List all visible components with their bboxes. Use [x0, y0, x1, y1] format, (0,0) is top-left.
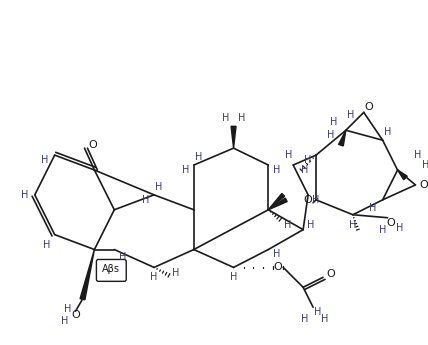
Text: H: H [21, 190, 29, 200]
Text: H: H [422, 160, 428, 170]
Text: O: O [273, 263, 282, 273]
Polygon shape [339, 130, 346, 146]
Text: O: O [419, 180, 428, 190]
Polygon shape [231, 126, 236, 148]
Text: H: H [304, 155, 312, 165]
Text: H: H [347, 110, 354, 120]
Text: H: H [143, 195, 150, 205]
Text: H: H [64, 304, 71, 314]
Text: H: H [283, 220, 291, 230]
Text: H: H [414, 150, 421, 160]
Text: H: H [222, 114, 229, 123]
Text: H: H [285, 150, 292, 160]
Text: H: H [379, 225, 386, 235]
Text: O: O [71, 310, 80, 320]
Text: H: H [330, 117, 338, 127]
Text: H: H [155, 182, 163, 192]
Text: O: O [304, 195, 312, 205]
Text: H: H [119, 253, 126, 263]
Text: H: H [61, 316, 68, 326]
Polygon shape [80, 249, 95, 300]
Text: O: O [88, 140, 97, 150]
Polygon shape [398, 170, 407, 180]
Text: H: H [230, 272, 237, 282]
Text: H: H [273, 165, 280, 175]
Text: H: H [349, 220, 357, 230]
FancyBboxPatch shape [96, 259, 126, 281]
Text: O: O [386, 218, 395, 228]
Text: O: O [364, 102, 373, 112]
Text: H: H [150, 272, 158, 282]
Text: H: H [238, 114, 245, 123]
Text: H: H [195, 152, 202, 162]
Text: H: H [273, 249, 280, 259]
Text: H: H [182, 165, 190, 175]
Text: O: O [327, 269, 336, 279]
Text: H: H [312, 195, 320, 205]
Text: H: H [327, 130, 335, 140]
Text: Aβs: Aβs [102, 264, 120, 274]
Text: H: H [307, 220, 315, 230]
Text: H: H [301, 314, 309, 324]
Polygon shape [268, 194, 285, 210]
Text: H: H [384, 127, 391, 137]
Text: H: H [41, 155, 48, 165]
Text: H: H [43, 239, 51, 249]
Text: H: H [396, 223, 403, 233]
Text: H: H [369, 203, 376, 213]
Text: H: H [301, 165, 309, 175]
Polygon shape [268, 198, 287, 210]
Text: H: H [172, 268, 180, 278]
Text: H: H [321, 314, 329, 324]
Text: H: H [314, 307, 322, 317]
